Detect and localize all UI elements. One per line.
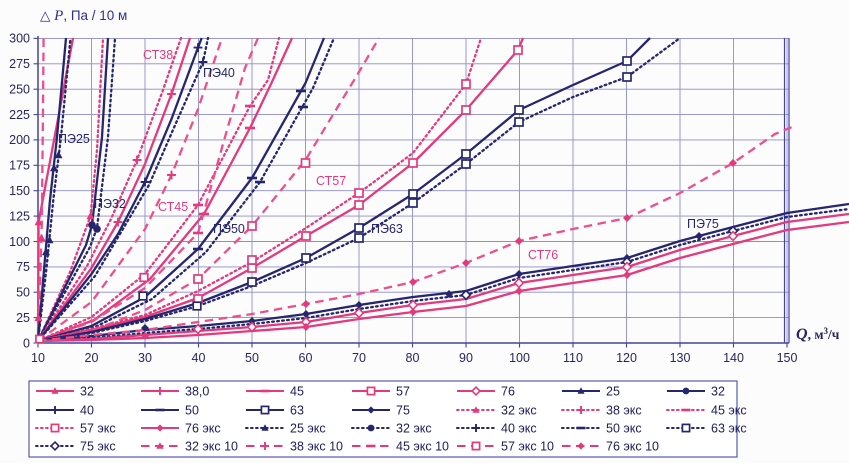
svg-text:57 экс 10: 57 экс 10 <box>501 440 554 454</box>
svg-text:32 экс 10: 32 экс 10 <box>185 440 238 454</box>
svg-text:63: 63 <box>290 404 304 418</box>
svg-text:100: 100 <box>509 351 530 365</box>
svg-text:ПЭ32: ПЭ32 <box>94 197 126 211</box>
svg-text:25 экс: 25 экс <box>290 422 326 436</box>
svg-text:75 экс: 75 экс <box>80 440 116 454</box>
svg-text:ПЭ50: ПЭ50 <box>213 222 245 236</box>
svg-text:30: 30 <box>138 351 152 365</box>
svg-text:76 экс 10: 76 экс 10 <box>606 440 659 454</box>
svg-text:110: 110 <box>563 351 583 365</box>
svg-text:20: 20 <box>85 351 99 365</box>
svg-text:140: 140 <box>723 351 744 365</box>
svg-text:175: 175 <box>9 159 30 173</box>
svg-text:СТ45: СТ45 <box>158 200 188 214</box>
svg-text:63 экс: 63 экс <box>711 422 747 436</box>
svg-text:50: 50 <box>16 286 30 300</box>
svg-text:СТ38: СТ38 <box>143 48 173 62</box>
svg-text:38 экс 10: 38 экс 10 <box>290 440 343 454</box>
svg-text:38 экс: 38 экс <box>606 404 642 418</box>
svg-text:ПЭ75: ПЭ75 <box>687 217 719 231</box>
svg-text:0: 0 <box>23 336 30 350</box>
svg-text:45 экс 10: 45 экс 10 <box>396 440 449 454</box>
svg-text:125: 125 <box>9 209 30 223</box>
svg-text:70: 70 <box>352 351 366 365</box>
svg-text:275: 275 <box>9 57 30 71</box>
svg-text:Q, м3/ч: Q, м3/ч <box>796 326 840 343</box>
svg-text:10: 10 <box>31 351 45 365</box>
svg-text:40 экс: 40 экс <box>501 422 537 436</box>
svg-text:57: 57 <box>396 385 410 399</box>
svg-text:32 экс: 32 экс <box>501 404 537 418</box>
svg-text:32: 32 <box>80 385 94 399</box>
svg-text:25: 25 <box>606 385 620 399</box>
svg-text:76: 76 <box>501 385 515 399</box>
svg-text:120: 120 <box>616 351 637 365</box>
svg-text:32: 32 <box>711 385 725 399</box>
svg-text:ПЭ25: ПЭ25 <box>58 132 90 146</box>
svg-text:25: 25 <box>16 311 30 325</box>
svg-text:130: 130 <box>670 351 691 365</box>
svg-text:200: 200 <box>9 133 30 147</box>
svg-text:50 экс: 50 экс <box>606 422 642 436</box>
svg-text:32 экс: 32 экс <box>396 422 432 436</box>
svg-text:100: 100 <box>9 235 30 249</box>
svg-text:ПЭ63: ПЭ63 <box>371 222 403 236</box>
svg-text:38,0: 38,0 <box>185 385 209 399</box>
svg-text:75: 75 <box>396 404 410 418</box>
svg-text:40: 40 <box>192 351 206 365</box>
svg-text:60: 60 <box>299 351 313 365</box>
svg-text:150: 150 <box>777 351 798 365</box>
svg-text:80: 80 <box>406 351 420 365</box>
svg-text:250: 250 <box>9 83 30 97</box>
svg-text:90: 90 <box>459 351 473 365</box>
svg-text:300: 300 <box>9 32 30 46</box>
svg-text:57 экс: 57 экс <box>80 422 116 436</box>
svg-text:45 экс: 45 экс <box>711 404 747 418</box>
svg-text:△ P, Па / 10 м: △ P, Па / 10 м <box>40 8 127 24</box>
svg-text:75: 75 <box>16 260 30 274</box>
svg-text:76 экс: 76 экс <box>185 422 221 436</box>
svg-text:45: 45 <box>290 385 304 399</box>
svg-text:СТ76: СТ76 <box>528 248 558 262</box>
svg-text:150: 150 <box>9 184 30 198</box>
svg-text:50: 50 <box>245 351 259 365</box>
svg-text:40: 40 <box>80 404 94 418</box>
svg-text:225: 225 <box>9 108 30 122</box>
svg-text:ПЭ40: ПЭ40 <box>203 66 235 80</box>
svg-text:50: 50 <box>185 404 199 418</box>
svg-text:СТ57: СТ57 <box>316 174 346 188</box>
